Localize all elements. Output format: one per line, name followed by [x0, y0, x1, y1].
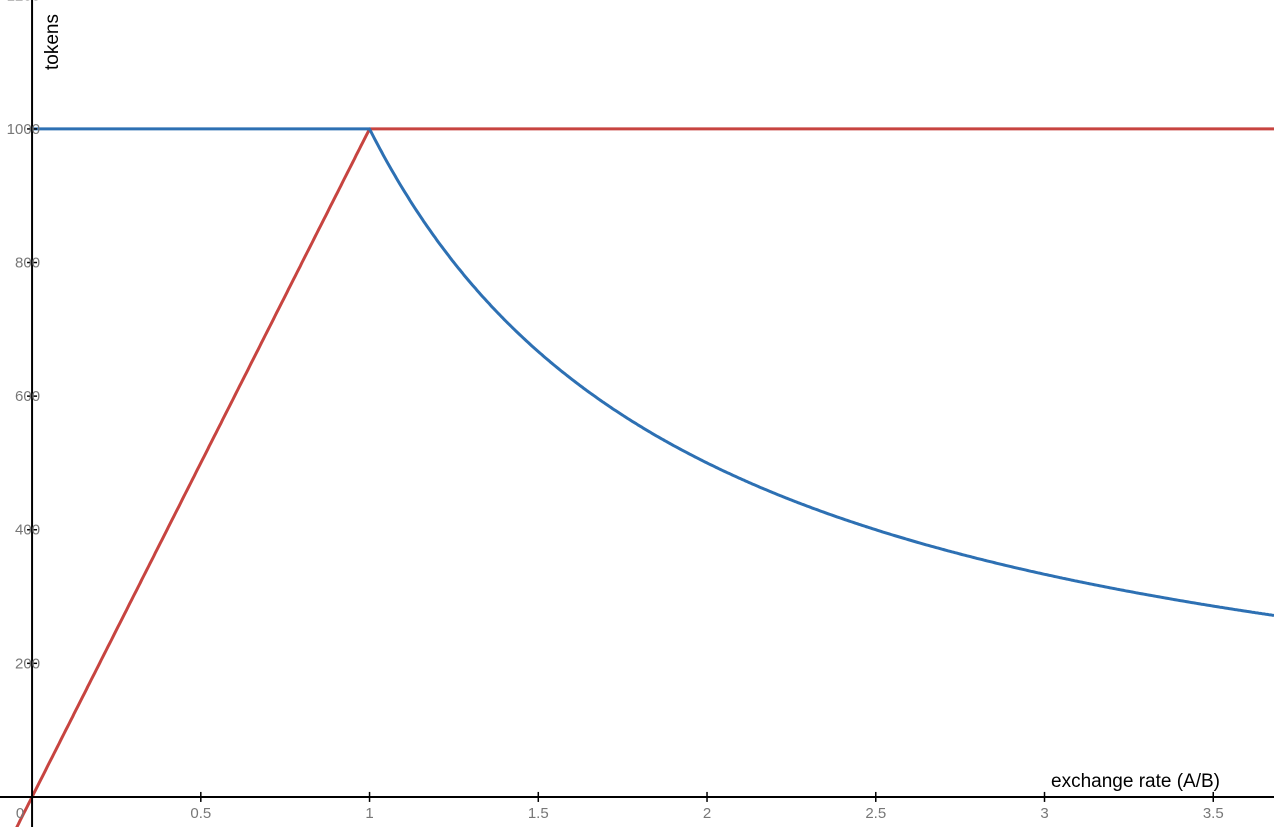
curves: [15, 127, 1274, 827]
y-axis-title: tokens: [42, 14, 63, 70]
y-tick-label: 800: [15, 255, 40, 272]
y-tick-label: 600: [15, 388, 40, 405]
x-tick-label: 2: [703, 805, 711, 822]
x-tick-label: 1: [365, 805, 373, 822]
x-tick-label: 2.5: [865, 805, 886, 822]
x-tick-label: 0.5: [190, 805, 211, 822]
y-tick-label: 1000: [7, 121, 40, 138]
y-tick-label: 400: [15, 522, 40, 539]
x-tick-label: 1.5: [528, 805, 549, 822]
x-tick-label: 3: [1040, 805, 1048, 822]
labels: 0 0.5 1 1.5 2 2.5 3 3.5 200 400 600 800 1000 1200: [7, 0, 1224, 822]
blue-series-line: [30, 127, 1274, 617]
x-tick-label: 0: [16, 805, 24, 822]
x-axis-title: exchange rate (A/B): [1051, 771, 1220, 792]
red-series-line: [15, 127, 1274, 827]
y-tick-label: 200: [15, 655, 40, 672]
y-tick-label: 1200: [7, 0, 40, 4]
x-tick-label: 3.5: [1203, 805, 1224, 822]
